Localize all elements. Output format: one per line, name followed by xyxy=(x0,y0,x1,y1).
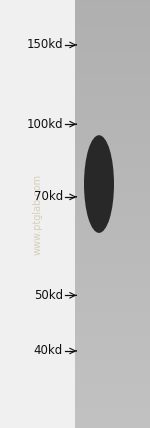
Text: 50kd: 50kd xyxy=(34,289,63,302)
Text: 70kd: 70kd xyxy=(34,190,63,203)
Ellipse shape xyxy=(84,135,114,233)
Text: 40kd: 40kd xyxy=(34,345,63,357)
Text: 100kd: 100kd xyxy=(26,118,63,131)
Text: www.ptglab.com: www.ptglab.com xyxy=(33,173,42,255)
Text: 150kd: 150kd xyxy=(26,39,63,51)
